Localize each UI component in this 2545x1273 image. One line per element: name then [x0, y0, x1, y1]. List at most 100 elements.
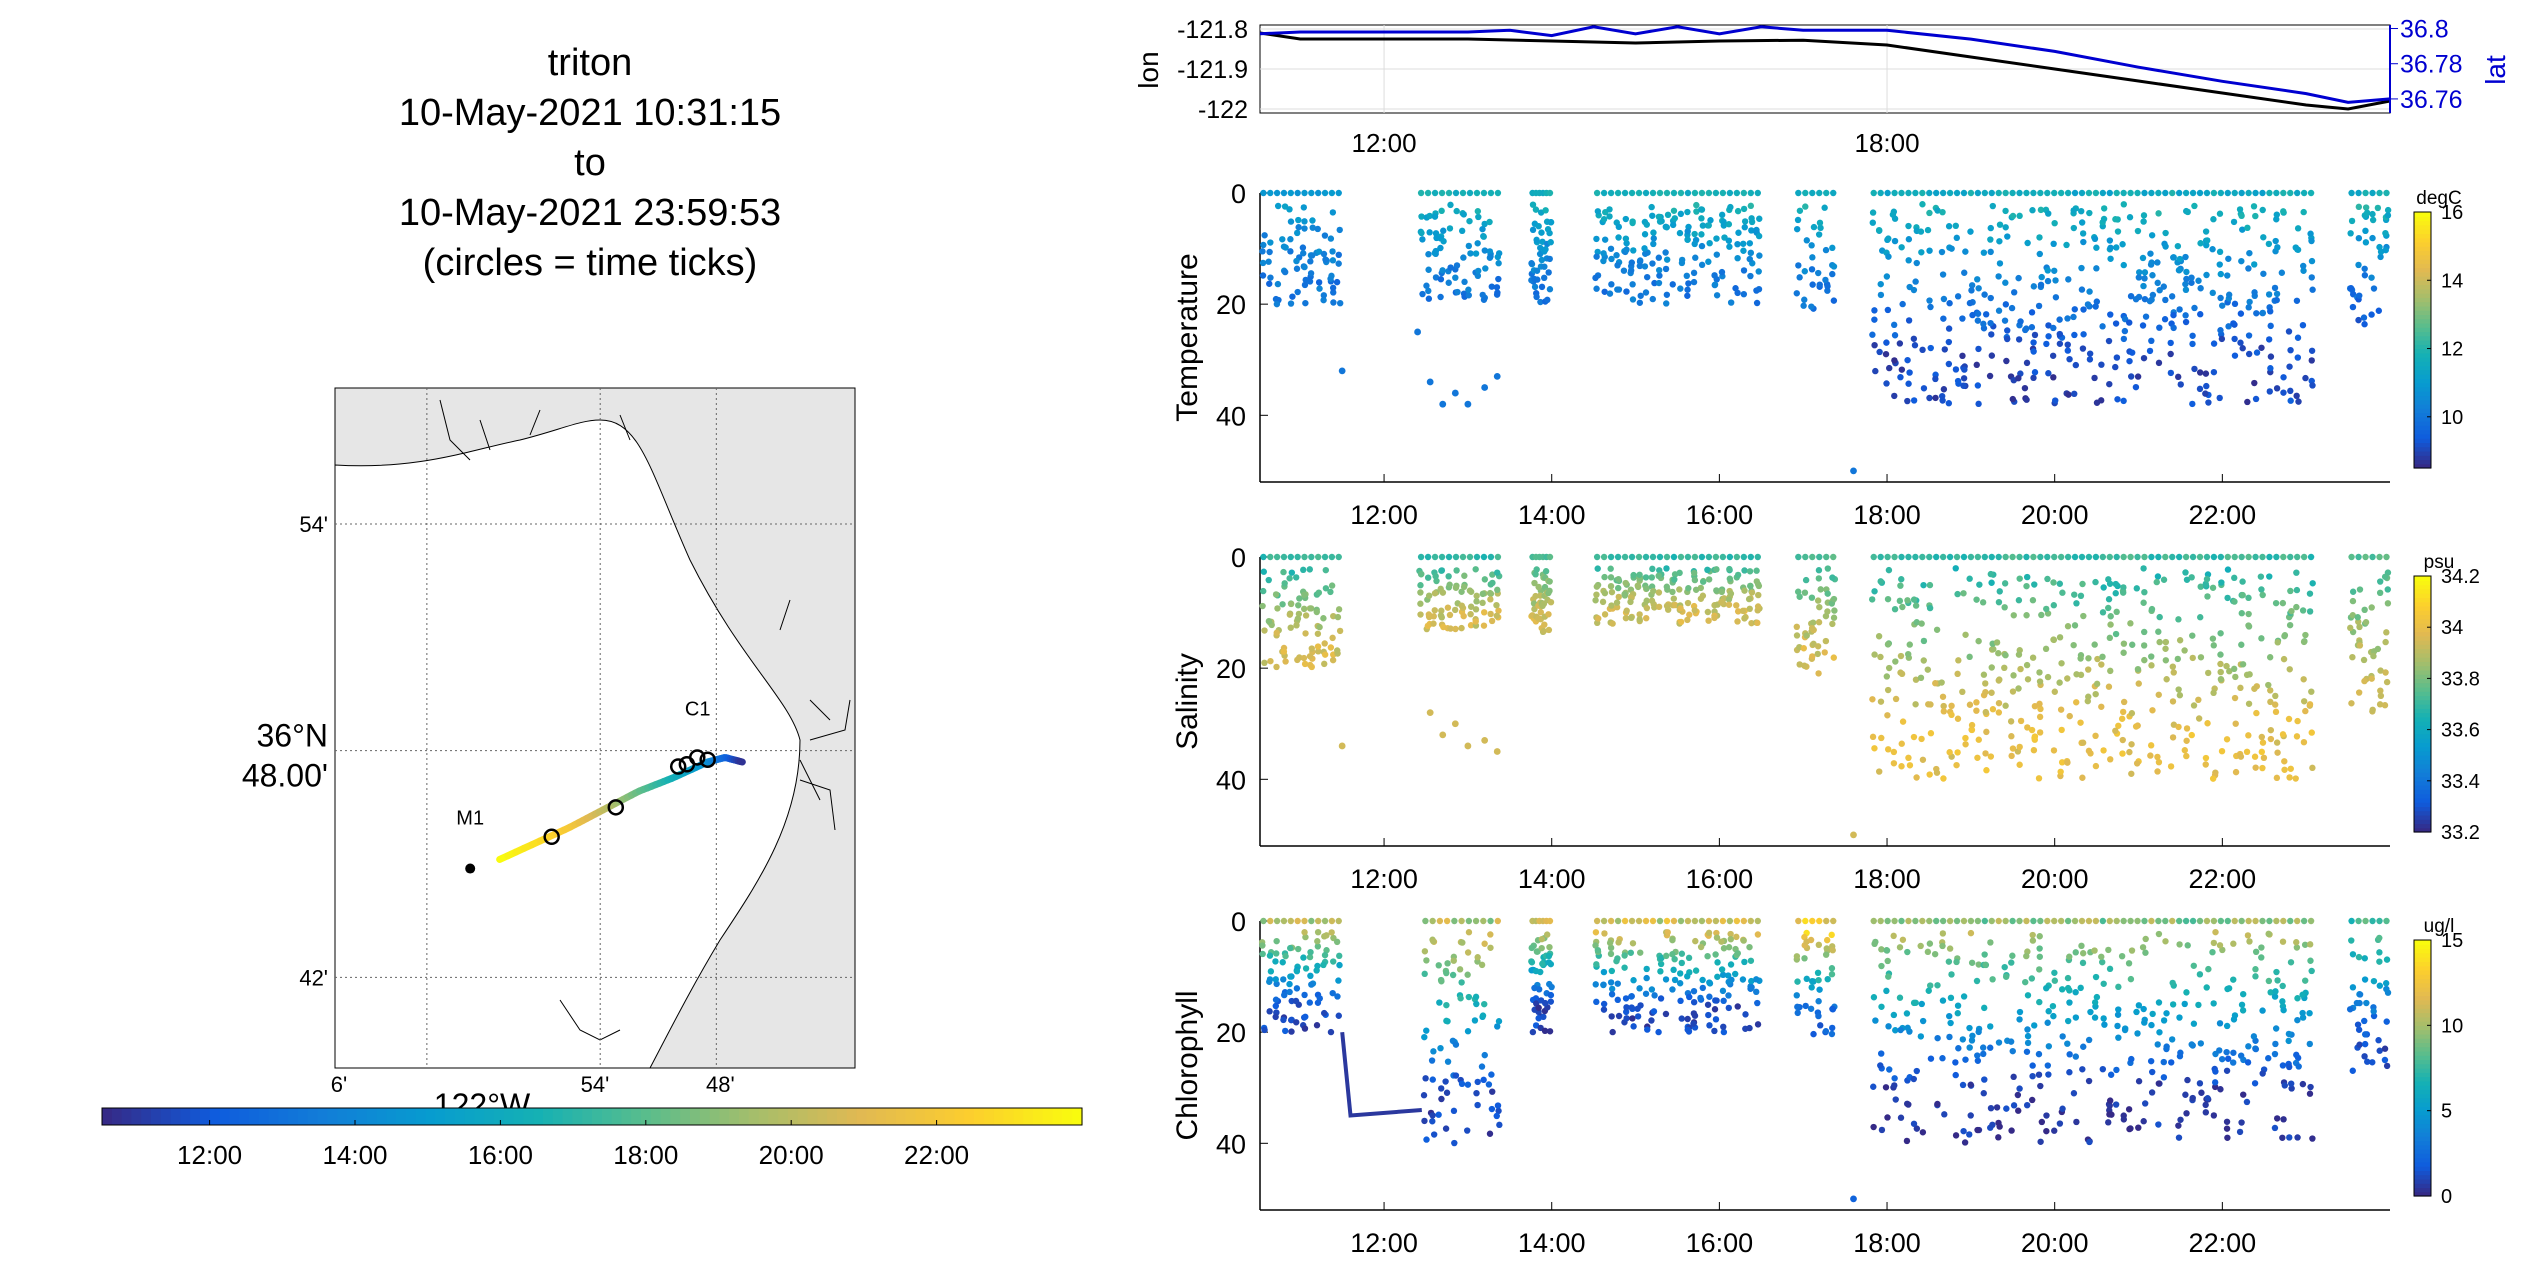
data-point: [1642, 917, 1650, 925]
data-point: [1532, 995, 1540, 1002]
data-point: [2100, 980, 2107, 987]
data-point: [1466, 189, 1474, 197]
colorbar-cell: [2414, 1161, 2431, 1167]
data-point: [1822, 612, 1830, 620]
data-point: [1649, 295, 1656, 303]
data-point: [2294, 553, 2301, 561]
data-point: [2050, 1012, 2057, 1020]
data-point: [2287, 765, 2294, 772]
data-point: [1705, 617, 1712, 624]
data-point: [2195, 1001, 2202, 1009]
data-point: [2306, 1040, 2313, 1048]
map-lat-degree-label: 36°N: [257, 718, 329, 754]
data-point: [1315, 589, 1323, 596]
data-point: [2309, 1135, 2316, 1142]
data-point: [2035, 775, 2043, 782]
data-point: [2197, 583, 2204, 590]
data-point: [1260, 568, 1268, 575]
data-point: [1706, 979, 1713, 986]
data-point: [1301, 591, 1308, 598]
data-point: [1479, 599, 1486, 607]
data-point: [2056, 330, 2063, 338]
colorbar-cell: [2414, 768, 2431, 773]
data-point: [2197, 285, 2204, 292]
data-point: [1996, 588, 2003, 595]
data-point: [2238, 212, 2245, 220]
data-point: [2361, 321, 2368, 328]
data-point: [1691, 240, 1698, 248]
data-point: [1473, 1089, 1480, 1097]
data-point: [2232, 720, 2239, 727]
data-point: [1438, 978, 1445, 985]
data-point: [1869, 209, 1877, 216]
data-point: [1974, 1052, 1981, 1059]
data-point: [1486, 1130, 1494, 1137]
colorbar-cell: [2414, 827, 2431, 833]
data-point: [1934, 1034, 1941, 1042]
data-point: [2190, 1020, 2198, 1027]
data-point: [2382, 638, 2389, 646]
data-point: [1746, 605, 1753, 613]
colorbar-cell: [298, 1108, 309, 1125]
data-point: [2362, 917, 2369, 925]
data-point: [1474, 1101, 1481, 1109]
data-point: [2349, 597, 2357, 605]
data-point: [2125, 960, 2133, 967]
data-point: [2355, 316, 2362, 324]
data-point: [1293, 968, 1301, 975]
data-point: [1265, 258, 1272, 265]
data-point: [1678, 259, 1686, 267]
data-point: [2015, 336, 2023, 343]
data-point: [1472, 606, 1480, 613]
data-point: [1974, 754, 1981, 761]
data-point: [2080, 1043, 2087, 1050]
data-point: [2274, 639, 2281, 646]
data-point: [1494, 1023, 1501, 1030]
data-point: [1720, 218, 1727, 226]
data-point: [2260, 754, 2268, 762]
data-point: [2141, 656, 2148, 664]
data-point: [1273, 629, 1280, 636]
data-point: [1891, 605, 1899, 613]
data-point: [2288, 607, 2295, 615]
data-point: [1734, 571, 1742, 579]
data-point: [1335, 917, 1342, 925]
data-point: [2375, 1037, 2382, 1044]
data-point: [2238, 257, 2245, 265]
data-point: [2014, 1091, 2022, 1099]
data-point: [2280, 1116, 2287, 1123]
data-point: [2044, 575, 2051, 583]
data-point: [1697, 584, 1705, 592]
data-point: [2176, 637, 2184, 644]
colorbar-cell: [611, 1108, 622, 1125]
colorbar-cell: [2414, 952, 2431, 958]
data-point: [1480, 553, 1488, 561]
data-point: [2252, 395, 2260, 403]
data-point: [2002, 279, 2009, 286]
data-point: [1793, 225, 1801, 233]
data-point: [2141, 917, 2148, 925]
data-point: [1912, 917, 1919, 925]
colorbar-cell: [2414, 348, 2431, 354]
data-point: [1953, 189, 1961, 197]
data-point: [1623, 246, 1630, 253]
data-point: [1981, 917, 1989, 925]
data-point: [2128, 741, 2135, 748]
data-point: [2045, 1043, 2053, 1050]
data-point: [1287, 300, 1295, 307]
data-point: [2071, 306, 2078, 313]
data-point: [1328, 917, 1336, 925]
data-point: [2183, 576, 2191, 583]
data-point: [1828, 971, 1836, 978]
data-point: [1828, 965, 1836, 972]
data-point: [2231, 553, 2238, 561]
data-point: [1705, 1011, 1712, 1019]
data-point: [2093, 993, 2101, 1001]
data-point: [2147, 1057, 2155, 1065]
data-point: [1422, 1075, 1429, 1082]
data-point: [1920, 581, 1927, 589]
data-point: [1945, 325, 1953, 332]
data-point: [2265, 240, 2273, 248]
data-point: [2384, 212, 2392, 219]
data-point: [1452, 189, 1460, 197]
